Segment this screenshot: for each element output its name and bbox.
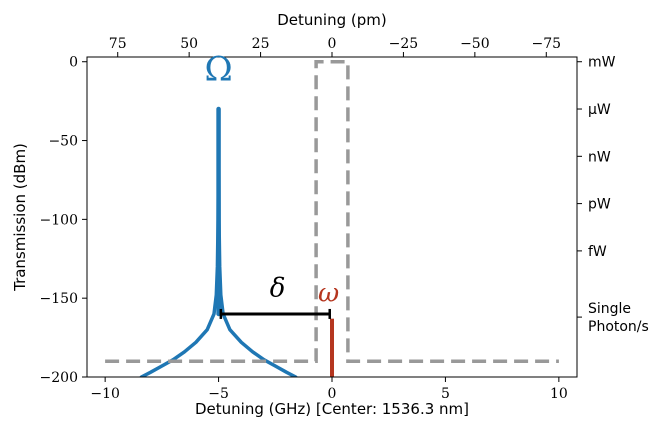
series-layer xyxy=(105,59,559,377)
right-tick-label-line: fW xyxy=(588,244,607,260)
right-tick-label-line: Photon/s xyxy=(588,319,649,335)
omega-label: Ω xyxy=(204,50,232,90)
right-tick-label-line: nW xyxy=(588,149,611,165)
top-axis-label: Detuning (pm) xyxy=(277,11,386,29)
annotations-layer: Ωω δ xyxy=(204,50,339,319)
y-tick-label: −150 xyxy=(40,291,78,307)
right-tick-label: mW xyxy=(588,55,616,71)
right-tick-label-line: μW xyxy=(588,102,611,118)
small-omega-label: ω xyxy=(318,278,339,308)
y-tick-label: −50 xyxy=(48,134,78,150)
right-tick-label: nW xyxy=(588,149,611,165)
x-tick-label: 0 xyxy=(328,386,337,402)
y-tick-label: 0 xyxy=(69,55,78,71)
right-tick-label: μW xyxy=(588,102,611,118)
right-tick-label: Single Photon/s xyxy=(588,301,649,335)
top-tick-label: −25 xyxy=(389,36,419,52)
right-tick-label-line: mW xyxy=(588,55,616,71)
filter-line xyxy=(105,59,559,363)
top-tick-label: 50 xyxy=(180,36,198,52)
y-tick-label: −100 xyxy=(40,212,78,228)
x-tick-label: 10 xyxy=(550,386,568,402)
y-axis-label: Transmission (dBm) xyxy=(11,143,29,292)
top-tick-label: −50 xyxy=(460,36,490,52)
x-tick-label: −5 xyxy=(208,386,229,402)
x-axis-label: Detuning (GHz) [Center: 1536.3 nm] xyxy=(195,400,469,418)
top-tick-label: 0 xyxy=(328,36,337,52)
series-group xyxy=(105,59,559,377)
top-tick-label: 75 xyxy=(109,36,127,52)
right-tick-label: pW xyxy=(588,197,611,213)
x-tick-label: −10 xyxy=(90,386,120,402)
delta-label: δ xyxy=(270,274,286,304)
right-tick-label-line: pW xyxy=(588,197,611,213)
y-tick-label: −200 xyxy=(40,370,78,386)
right-tick-label: fW xyxy=(588,244,607,260)
top-tick-label: 25 xyxy=(252,36,270,52)
x-tick-label: 5 xyxy=(441,386,450,402)
right-tick-label-line: Single xyxy=(588,301,631,317)
top-tick-label: −75 xyxy=(532,36,562,52)
